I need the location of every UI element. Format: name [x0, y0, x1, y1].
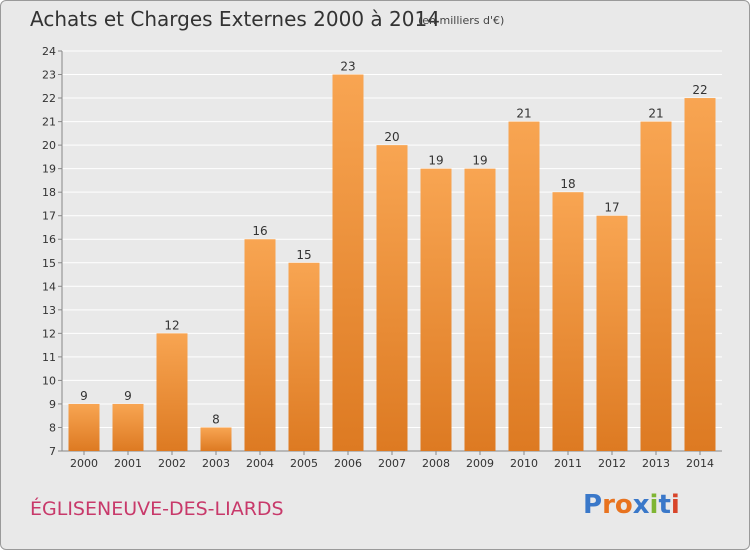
x-tick-label: 2013: [642, 457, 670, 470]
y-tick-label: 9: [49, 398, 56, 411]
bar: [420, 168, 452, 451]
x-tick-label: 2014: [686, 457, 714, 470]
x-tick-label: 2008: [422, 457, 450, 470]
x-tick-label: 2001: [114, 457, 142, 470]
y-tick-label: 8: [49, 421, 56, 434]
data-label: 19: [472, 154, 487, 168]
bar: [156, 333, 188, 451]
bar: [508, 121, 540, 452]
data-label: 17: [604, 201, 619, 215]
y-tick-label: 7: [49, 445, 56, 458]
data-label: 16: [252, 224, 267, 238]
x-tick-label: 2005: [290, 457, 318, 470]
plot-area: 7 8 9 10 11 12 13 14 15 16 17 18 19 20 21 22 23 24 9 2000 9 2…: [42, 45, 722, 470]
data-label: 22: [692, 83, 707, 97]
y-tick-label: 10: [42, 374, 56, 387]
y-tick-label: 23: [42, 69, 56, 82]
y-tick-label: 18: [42, 186, 56, 199]
logo-letter: r: [602, 490, 615, 520]
y-tick-label: 21: [42, 116, 56, 129]
bar: [244, 239, 276, 451]
bar: [684, 98, 716, 451]
x-tick-label: 2007: [378, 457, 406, 470]
y-tick-label: 12: [42, 327, 56, 340]
y-tick-label: 22: [42, 92, 56, 105]
bar: [552, 192, 584, 452]
data-label: 21: [516, 107, 531, 121]
bar: [596, 215, 628, 451]
data-label: 20: [384, 130, 399, 144]
x-tick-label: 2010: [510, 457, 538, 470]
logo-letter: x: [632, 490, 650, 520]
y-tick-label: 16: [42, 233, 56, 246]
x-tick-label: 2004: [246, 457, 274, 470]
y-tick-label: 24: [42, 45, 56, 58]
logo-letter: o: [614, 490, 633, 520]
bar: [68, 403, 100, 451]
bar: [332, 74, 364, 451]
x-tick-label: 2006: [334, 457, 362, 470]
y-tick-label: 11: [42, 351, 56, 364]
data-label: 8: [212, 412, 220, 426]
data-label: 18: [560, 177, 575, 191]
data-label: 15: [296, 248, 311, 262]
bar: [288, 262, 320, 451]
data-label: 12: [164, 318, 179, 332]
bar: [640, 121, 672, 452]
data-label: 9: [124, 389, 132, 403]
y-tick-label: 13: [42, 304, 56, 317]
proxiti-logo: Proxiti: [583, 490, 680, 520]
bar: [376, 145, 408, 451]
x-tick-label: 2012: [598, 457, 626, 470]
chart-subtitle: (en milliers d'€): [418, 14, 505, 27]
y-tick-label: 17: [42, 210, 56, 223]
y-tick-label: 20: [42, 139, 56, 152]
x-tick-label: 2003: [202, 457, 230, 470]
bar: [464, 168, 496, 451]
y-tick-label: 14: [42, 280, 56, 293]
data-label: 21: [648, 107, 663, 121]
chart-title: Achats et Charges Externes 2000 à 2014: [30, 7, 440, 31]
data-label: 23: [340, 60, 355, 74]
data-label: 19: [428, 154, 443, 168]
town-name: ÉGLISENEUVE-DES-LIARDS: [30, 498, 284, 520]
x-tick-label: 2002: [158, 457, 186, 470]
bar: [112, 403, 144, 451]
x-tick-label: 2009: [466, 457, 494, 470]
x-tick-label: 2011: [554, 457, 582, 470]
logo-letter: i: [649, 490, 659, 520]
x-tick-label: 2000: [70, 457, 98, 470]
logo-letter: P: [583, 490, 603, 520]
y-tick-label: 15: [42, 257, 56, 270]
logo-letter: t: [658, 490, 671, 520]
logo-letter: i: [670, 490, 680, 520]
y-tick-label: 19: [42, 163, 56, 176]
bar: [200, 427, 232, 451]
data-label: 9: [80, 389, 88, 403]
